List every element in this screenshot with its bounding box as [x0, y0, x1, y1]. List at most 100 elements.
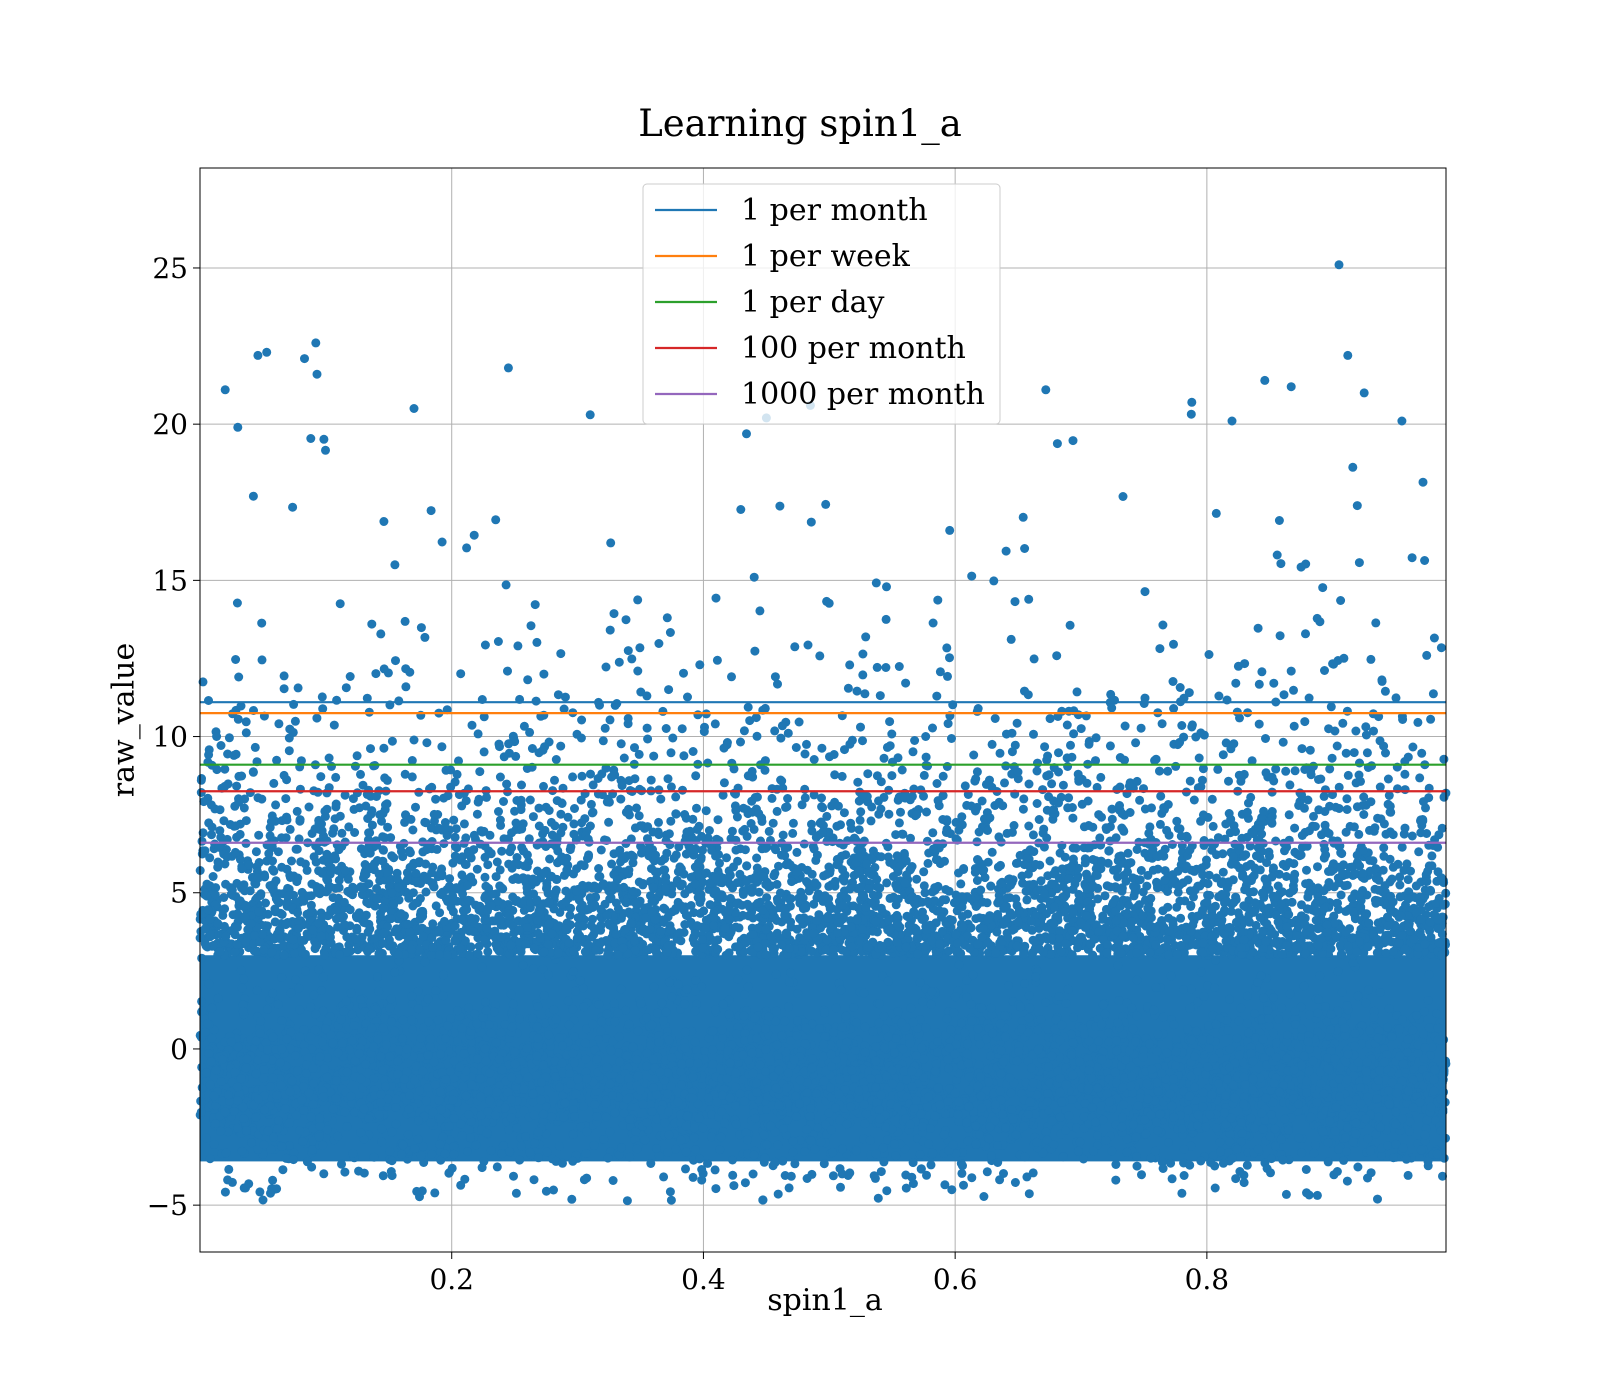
scatter-point [1236, 1003, 1246, 1013]
scatter-point [1374, 1112, 1383, 1122]
scatter-point [731, 1119, 741, 1129]
scatter-point [663, 1147, 673, 1157]
scatter-point [207, 1003, 217, 1013]
scatter-point [627, 654, 637, 664]
scatter-point [588, 1019, 598, 1029]
scatter-point [933, 1037, 942, 1046]
scatter-point [1275, 1087, 1285, 1097]
scatter-point [1334, 1144, 1343, 1154]
scatter-point [1012, 1056, 1022, 1066]
scatter-point [875, 1114, 885, 1124]
scatter-point [655, 1067, 665, 1077]
scatter-point [1220, 1108, 1229, 1118]
scatter-point [314, 1132, 324, 1142]
scatter-point [987, 1151, 996, 1161]
scatter-point [1289, 721, 1299, 731]
scatter-point [690, 1006, 700, 1016]
scatter-point [528, 1097, 538, 1107]
scatter-point [1193, 1120, 1203, 1130]
scatter-point [640, 1135, 650, 1145]
scatter-point [698, 1123, 708, 1133]
scatter-point [1209, 1053, 1219, 1063]
scatter-point [716, 1132, 726, 1142]
scatter-point [494, 1054, 504, 1064]
scatter-point [767, 793, 777, 803]
scatter-point [976, 1091, 986, 1101]
scatter-point [852, 686, 862, 696]
scatter-point [740, 990, 750, 1000]
scatter-point [707, 1132, 717, 1142]
scatter-point [1265, 1131, 1275, 1141]
scatter-point [421, 1096, 431, 1106]
scatter-point [436, 1155, 446, 1165]
scatter-point [1269, 993, 1278, 1002]
scatter-point [982, 1167, 992, 1177]
scatter-point [1430, 1065, 1440, 1075]
scatter-point [1340, 1023, 1350, 1033]
scatter-point [1325, 1116, 1335, 1126]
scatter-point [873, 1193, 883, 1203]
scatter-point [511, 1188, 521, 1198]
scatter-point [1186, 984, 1196, 994]
scatter-point [328, 1104, 338, 1114]
scatter-point [1426, 714, 1436, 724]
scatter-point [1271, 1038, 1281, 1048]
scatter-point [652, 1144, 661, 1153]
scatter-point [1112, 1036, 1121, 1046]
scatter-point [940, 1180, 950, 1190]
scatter-point [1068, 813, 1078, 823]
scatter-point [1365, 1146, 1375, 1156]
scatter-point [342, 1122, 352, 1132]
scatter-point [205, 1080, 215, 1090]
scatter-point [661, 1007, 671, 1017]
scatter-point [1313, 1008, 1323, 1018]
scatter-point [1216, 1147, 1225, 1157]
scatter-point [466, 1133, 475, 1143]
scatter-point [1151, 982, 1161, 992]
scatter-point [1258, 1034, 1268, 1044]
scatter-point [942, 1014, 952, 1024]
scatter-point [995, 1019, 1005, 1029]
scatter-point [773, 1189, 783, 1199]
scatter-point [739, 1096, 749, 1106]
scatter-point [996, 1069, 1006, 1079]
scatter-point [986, 1051, 995, 1061]
scatter-point [515, 1155, 525, 1165]
scatter-point [438, 970, 448, 980]
scatter-point [926, 1160, 936, 1170]
scatter-point [876, 1090, 886, 1100]
scatter-point [878, 1143, 888, 1153]
scatter-point [475, 767, 485, 777]
scatter-point [413, 1004, 423, 1014]
scatter-point [694, 1113, 704, 1123]
scatter-point [317, 1037, 327, 1047]
scatter-point [260, 1054, 270, 1063]
scatter-point [1360, 1114, 1370, 1124]
scatter-point [1094, 1036, 1103, 1046]
scatter-point [851, 1018, 861, 1027]
scatter-point [397, 1149, 407, 1159]
scatter-point [682, 1111, 692, 1121]
scatter-point [361, 1059, 371, 1069]
scatter-point [418, 1141, 428, 1151]
scatter-point [1420, 1043, 1430, 1053]
scatter-point [933, 1083, 943, 1093]
scatter-point [1363, 1134, 1373, 1144]
scatter-point [236, 965, 246, 975]
scatter-point [1297, 1148, 1307, 1158]
scatter-point [826, 1083, 835, 1093]
scatter-point [438, 991, 448, 1001]
scatter-point [582, 1173, 592, 1183]
scatter-point [1178, 985, 1188, 994]
scatter-point [533, 1033, 543, 1043]
scatter-point [942, 762, 952, 771]
scatter-point [206, 1057, 216, 1067]
scatter-point [528, 963, 538, 973]
scatter-point [871, 1056, 881, 1066]
scatter-point [1204, 1021, 1213, 1031]
scatter-point [807, 1063, 817, 1073]
scatter-point [739, 1011, 749, 1021]
scatter-point [578, 983, 588, 993]
scatter-point [276, 1080, 286, 1090]
scatter-point [977, 1003, 987, 1013]
